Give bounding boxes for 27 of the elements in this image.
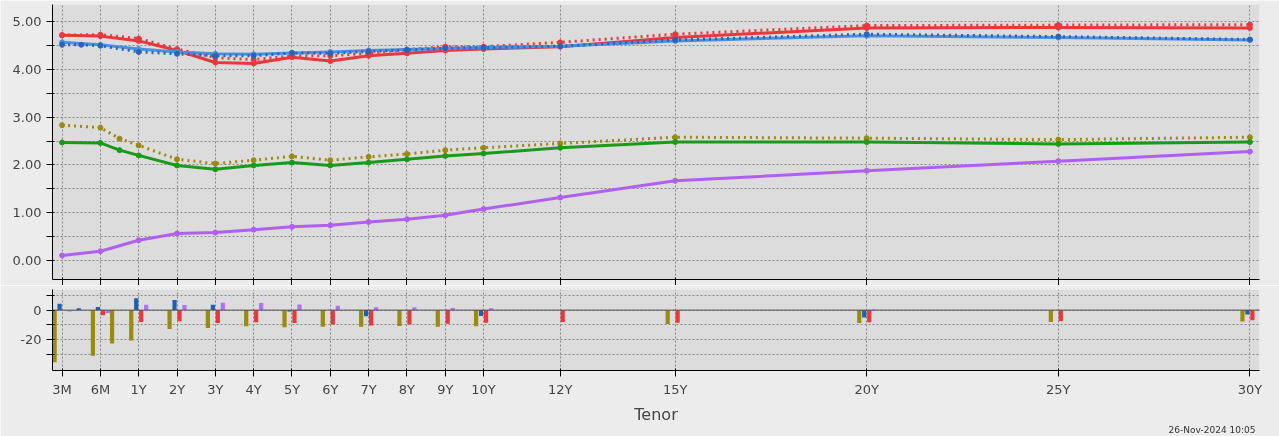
x-tick-label: 10Y [471,381,496,397]
x-tick-label: 6Y [322,381,339,397]
x-tick-label: 8Y [398,381,416,397]
x-tick-label: 12Y [547,381,573,397]
x-tick-label: 3M [52,381,72,397]
x-tick-label: 5Y [283,381,301,397]
y-tick-label: 3.00 [12,109,42,125]
x-tick-label: 30Y [1237,381,1263,397]
x-tick-label: 1Y [130,381,147,397]
x-tick-label: 9Y [437,381,454,397]
x-tick-label: 20Y [854,381,880,397]
x-axis-title: Tenor [633,404,679,424]
y-tick-label: 1.00 [12,205,42,221]
y-tick-label: 4.00 [12,61,42,77]
x-tick-label: 15Y [662,381,688,397]
y-tick-label: -20 [20,332,42,348]
x-tick-label: 7Y [360,381,377,397]
x-tick-label: 3Y [207,381,224,397]
x-tick-label: 6M [90,381,111,397]
x-tick-label: 4Y [245,381,262,397]
y-tick-label: 0 [33,302,42,318]
x-tick-label: 2Y [168,381,186,397]
y-tick-label: 5.00 [12,13,42,29]
y-tick-label: 2.00 [12,157,42,173]
text: 26-Nov-2024 10:05 [1168,424,1256,435]
x-tick-label: 25Y [1046,381,1071,397]
y-tick-label: 0.00 [12,253,42,269]
